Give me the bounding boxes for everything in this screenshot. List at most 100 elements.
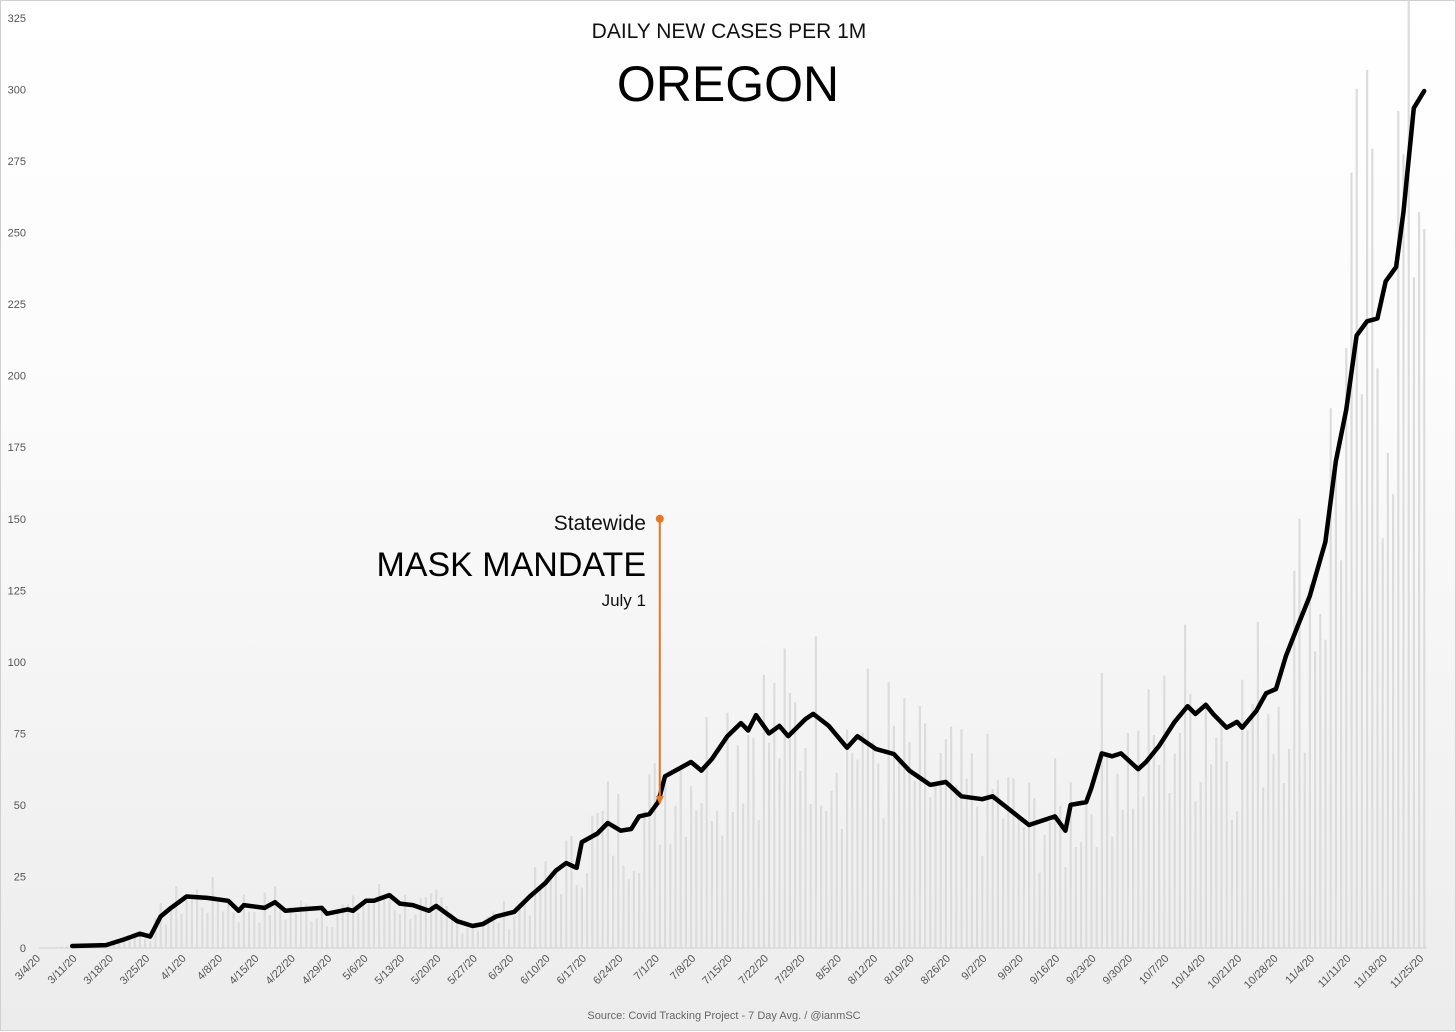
daily-bar (513, 916, 515, 948)
daily-bar (1163, 676, 1165, 948)
daily-bar (1335, 465, 1337, 948)
daily-bar (461, 934, 463, 948)
daily-bar (1189, 694, 1191, 948)
daily-bar (399, 914, 401, 948)
daily-bar (867, 669, 869, 948)
daily-bar (633, 871, 635, 948)
x-tick-label: 11/25/20 (1388, 953, 1426, 991)
daily-bar (550, 871, 552, 948)
daily-bar (1002, 819, 1004, 948)
daily-bar (971, 753, 973, 948)
x-tick-label: 4/22/20 (263, 953, 297, 987)
daily-bar (737, 745, 739, 948)
annotation-line3: July 1 (602, 591, 646, 610)
daily-bar (1402, 154, 1404, 948)
daily-bar (414, 915, 416, 948)
x-tick-label: 9/9/20 (996, 953, 1026, 983)
daily-bar (981, 856, 983, 948)
daily-bar (1272, 754, 1274, 948)
x-tick-label: 3/25/20 (118, 953, 152, 987)
daily-bar (1205, 708, 1207, 948)
daily-bar (1184, 625, 1186, 948)
daily-bar (1241, 680, 1243, 948)
daily-bar (357, 913, 359, 948)
daily-bar (1376, 368, 1378, 948)
daily-bar (378, 884, 380, 948)
daily-bar (638, 873, 640, 948)
daily-bar (1236, 811, 1238, 948)
daily-bar (1324, 640, 1326, 948)
daily-bar (986, 734, 988, 948)
daily-bar (1023, 827, 1025, 948)
daily-bar (919, 706, 921, 948)
daily-bar (836, 773, 838, 948)
daily-bar (721, 836, 723, 948)
daily-bar (1382, 538, 1384, 948)
daily-bar (742, 804, 744, 948)
daily-bar (206, 913, 208, 948)
daily-bar (862, 732, 864, 948)
daily-bar (1049, 822, 1051, 948)
y-tick-label: 325 (8, 13, 26, 25)
daily-bar (1252, 704, 1254, 948)
daily-bar (498, 923, 500, 948)
daily-bar (409, 919, 411, 948)
daily-bar (186, 900, 188, 948)
daily-bar (362, 905, 364, 948)
daily-bar (388, 898, 390, 948)
x-tick-label: 7/1/20 (632, 953, 662, 983)
daily-bar (1127, 733, 1129, 948)
daily-bar (716, 811, 718, 948)
daily-bar (1111, 836, 1113, 948)
daily-bar (674, 806, 676, 948)
daily-bar (1246, 730, 1248, 948)
daily-bar (316, 918, 318, 948)
daily-bar (1194, 801, 1196, 948)
daily-bar (222, 912, 224, 948)
daily-bar (1174, 754, 1176, 948)
daily-bar (1090, 814, 1092, 948)
x-tick-label: 5/27/20 (445, 953, 479, 987)
daily-bar (425, 897, 427, 948)
daily-bar (997, 780, 999, 948)
daily-bar (336, 914, 338, 948)
x-tick-label: 6/17/20 (555, 953, 589, 987)
daily-bar (700, 803, 702, 948)
daily-bar (1226, 761, 1228, 948)
daily-bar (966, 779, 968, 948)
daily-bar (544, 861, 546, 948)
daily-bar (945, 739, 947, 948)
daily-bar (950, 727, 952, 948)
x-tick-label: 8/26/20 (919, 953, 953, 987)
daily-bar (570, 836, 572, 948)
y-tick-label: 250 (8, 228, 26, 240)
daily-bar (539, 890, 541, 948)
y-tick-label: 150 (8, 514, 26, 526)
daily-bar (258, 923, 260, 948)
x-tick-label: 10/7/20 (1137, 953, 1171, 987)
daily-bar (482, 926, 484, 948)
x-tick-label: 8/12/20 (846, 953, 880, 987)
y-tick-label: 100 (8, 657, 26, 669)
daily-bar (1007, 777, 1009, 948)
daily-bar (1101, 673, 1103, 948)
daily-bar (1231, 820, 1233, 948)
daily-bar (773, 683, 775, 948)
daily-bar (477, 931, 479, 948)
x-tick-label: 6/10/20 (518, 953, 552, 987)
daily-bar (368, 901, 370, 948)
daily-bar (1122, 810, 1124, 948)
daily-bar (128, 941, 130, 948)
x-tick-label: 4/8/20 (195, 953, 225, 983)
daily-bar (1215, 737, 1217, 948)
daily-bar (825, 811, 827, 948)
daily-bar (1158, 765, 1160, 948)
daily-bar (175, 886, 177, 948)
y-tick-label: 0 (20, 943, 26, 955)
daily-bar (654, 763, 656, 948)
daily-bar (794, 702, 796, 948)
daily-bar (851, 753, 853, 948)
x-tick-label: 11/4/20 (1283, 953, 1317, 987)
daily-bar (565, 841, 567, 948)
